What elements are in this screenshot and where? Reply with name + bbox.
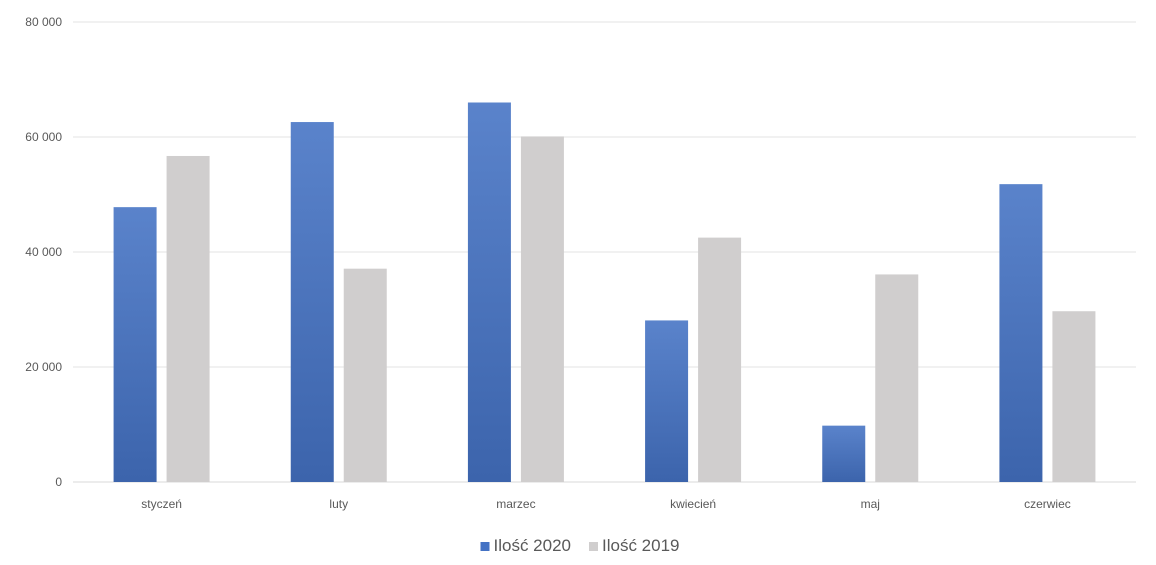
x-category-label: styczeń (141, 497, 182, 511)
legend-label: Ilość 2019 (602, 536, 680, 555)
x-category-label: marzec (496, 497, 535, 511)
x-category-label: luty (329, 497, 348, 511)
bars (113, 102, 1096, 483)
legend-item: Ilość 2019 (589, 536, 680, 555)
bar-series-2 (520, 136, 564, 483)
x-axis: styczeń luty marzec kwiecień maj czerwiec (141, 497, 1071, 511)
bar-series-2 (343, 268, 387, 482)
y-tick-label: 60 000 (25, 130, 62, 144)
y-tick-label: 80 000 (25, 15, 62, 29)
bar-series-1 (467, 102, 511, 482)
legend-swatch (589, 542, 598, 551)
bar-series-1 (999, 184, 1043, 482)
legend: Ilość 2020 Ilość 2019 (480, 536, 680, 555)
bar-series-2 (1052, 311, 1096, 482)
bar-series-1 (113, 207, 157, 482)
bar-series-2 (698, 237, 742, 482)
legend-swatch (480, 542, 490, 551)
bar-series-1 (822, 425, 866, 482)
x-category-label: czerwiec (1024, 497, 1071, 511)
bar-series-2 (166, 155, 210, 482)
gridlines (73, 21, 1136, 483)
y-tick-label: 20 000 (25, 360, 62, 374)
legend-label: Ilość 2020 (494, 536, 572, 555)
x-category-label: kwiecień (670, 497, 716, 511)
x-category-label: maj (861, 497, 880, 511)
bar-series-2 (875, 274, 919, 482)
bar-series-1 (645, 320, 689, 482)
legend-item: Ilość 2020 (480, 536, 572, 555)
y-tick-label: 40 000 (25, 245, 62, 259)
y-tick-label: 0 (55, 475, 62, 489)
bar-series-1 (290, 122, 334, 483)
y-axis: 0 20 000 40 000 60 000 80 000 (25, 15, 62, 489)
